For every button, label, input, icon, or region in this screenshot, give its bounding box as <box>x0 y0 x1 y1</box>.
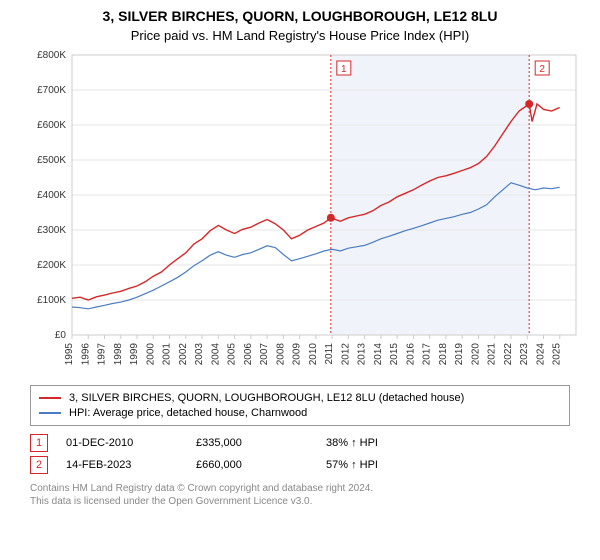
legend-label-property: 3, SILVER BIRCHES, QUORN, LOUGHBOROUGH, … <box>69 392 464 404</box>
svg-text:2001: 2001 <box>162 343 173 366</box>
svg-text:£600K: £600K <box>37 120 66 131</box>
svg-text:2025: 2025 <box>552 343 563 366</box>
svg-text:2009: 2009 <box>292 343 303 366</box>
marker-hpi: 38% ↑ HPI <box>326 437 378 449</box>
marker-date: 01-DEC-2010 <box>66 437 196 449</box>
footer-attribution: Contains HM Land Registry data © Crown c… <box>30 482 570 508</box>
svg-text:2002: 2002 <box>178 343 189 366</box>
svg-text:2016: 2016 <box>405 343 416 366</box>
chart-svg: £0 £100K £200K £300K £400K £500K £600K £700K £80… <box>20 49 580 379</box>
svg-text:2024: 2024 <box>535 343 546 366</box>
svg-text:1996: 1996 <box>80 343 91 366</box>
legend-swatch-hpi <box>39 412 61 414</box>
marker-hpi: 57% ↑ HPI <box>326 459 378 471</box>
svg-text:2021: 2021 <box>487 343 498 366</box>
svg-text:1997: 1997 <box>97 343 108 366</box>
footer-line2: This data is licensed under the Open Gov… <box>30 495 570 508</box>
svg-text:2007: 2007 <box>259 343 270 366</box>
svg-text:1: 1 <box>341 64 347 75</box>
legend-swatch-property <box>39 397 61 399</box>
marker-price: £660,000 <box>196 459 326 471</box>
svg-text:£100K: £100K <box>37 295 66 306</box>
svg-text:1998: 1998 <box>113 343 124 366</box>
svg-text:2005: 2005 <box>227 343 238 366</box>
svg-text:2023: 2023 <box>519 343 530 366</box>
svg-text:2010: 2010 <box>308 343 319 366</box>
svg-text:£300K: £300K <box>37 225 66 236</box>
svg-text:2015: 2015 <box>389 343 400 366</box>
svg-text:2004: 2004 <box>210 343 221 366</box>
svg-text:2006: 2006 <box>243 343 254 366</box>
svg-text:2018: 2018 <box>438 343 449 366</box>
chart-title: 3, SILVER BIRCHES, QUORN, LOUGHBOROUGH, … <box>12 8 588 24</box>
chart-plot-area: £0 £100K £200K £300K £400K £500K £600K £700K £80… <box>20 49 580 379</box>
svg-text:£200K: £200K <box>37 260 66 271</box>
svg-text:1999: 1999 <box>129 343 140 366</box>
svg-text:2020: 2020 <box>470 343 481 366</box>
svg-text:1995: 1995 <box>64 343 75 366</box>
svg-text:2012: 2012 <box>340 343 351 366</box>
svg-text:£400K: £400K <box>37 190 66 201</box>
svg-text:2000: 2000 <box>145 343 156 366</box>
svg-text:2003: 2003 <box>194 343 205 366</box>
footer-line1: Contains HM Land Registry data © Crown c… <box>30 482 570 495</box>
svg-text:£500K: £500K <box>37 155 66 166</box>
legend-item: HPI: Average price, detached house, Char… <box>39 407 561 419</box>
marker-row: 2 14-FEB-2023 £660,000 57% ↑ HPI <box>30 456 570 474</box>
chart-container: 3, SILVER BIRCHES, QUORN, LOUGHBOROUGH, … <box>0 0 600 518</box>
svg-text:2014: 2014 <box>373 343 384 366</box>
marker-date: 14-FEB-2023 <box>66 459 196 471</box>
marker-price: £335,000 <box>196 437 326 449</box>
svg-text:£700K: £700K <box>37 85 66 96</box>
legend-label-hpi: HPI: Average price, detached house, Char… <box>69 407 307 419</box>
marker-badge-2: 2 <box>30 456 48 474</box>
svg-text:£0: £0 <box>55 330 67 341</box>
svg-text:£800K: £800K <box>37 50 66 61</box>
marker-badge-1: 1 <box>30 434 48 452</box>
svg-text:2013: 2013 <box>357 343 368 366</box>
svg-text:2022: 2022 <box>503 343 514 366</box>
svg-text:2017: 2017 <box>422 343 433 366</box>
svg-text:2: 2 <box>539 64 545 75</box>
legend-item: 3, SILVER BIRCHES, QUORN, LOUGHBOROUGH, … <box>39 392 561 404</box>
svg-text:2019: 2019 <box>454 343 465 366</box>
marker-row: 1 01-DEC-2010 £335,000 38% ↑ HPI <box>30 434 570 452</box>
sales-markers: 1 01-DEC-2010 £335,000 38% ↑ HPI 2 14-FE… <box>30 434 570 474</box>
svg-text:2011: 2011 <box>324 343 335 365</box>
svg-text:2008: 2008 <box>275 343 286 366</box>
chart-subtitle: Price paid vs. HM Land Registry's House … <box>12 28 588 43</box>
legend-box: 3, SILVER BIRCHES, QUORN, LOUGHBOROUGH, … <box>30 385 570 426</box>
